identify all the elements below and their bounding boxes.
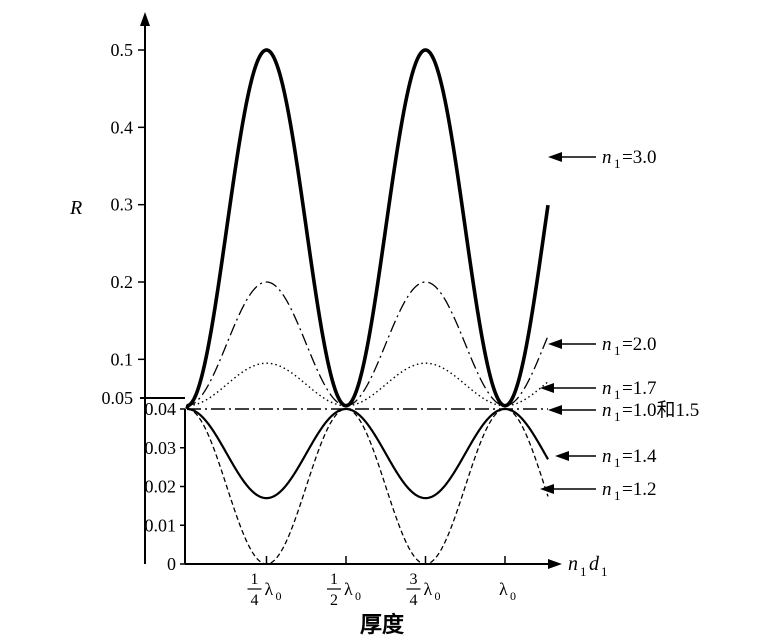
x-axis-title: n 1 d 1 xyxy=(568,553,608,579)
x-tick-lambda-sub: 0 xyxy=(355,589,361,603)
series-curve-1 xyxy=(186,281,549,410)
x-axis-arrow xyxy=(548,559,562,569)
series-label-sub: 1 xyxy=(614,455,621,470)
series-label-text: =1.4 xyxy=(622,446,657,467)
x-tick-lambda-sub: 0 xyxy=(276,589,282,603)
x-tick-lambda-sub: 0 xyxy=(435,589,441,603)
series-label-text: =2.0 xyxy=(622,334,656,355)
axes xyxy=(140,12,562,569)
series-label-n: n xyxy=(602,378,612,399)
series-labels: n 1 =3.0n 1 =2.0n 1 =1.7n 1 =1.0和1.5n 1 =1.4n 1 =1.2 xyxy=(540,147,699,503)
series-label-n: n xyxy=(602,147,612,168)
y-tick-label: 0.3 xyxy=(111,195,134,215)
x-tick-lambda: λ xyxy=(344,579,353,599)
x-axis-var-d: d xyxy=(589,553,600,575)
series-label-n: n xyxy=(602,400,612,421)
series-label-text: =1.2 xyxy=(622,479,656,500)
series-label-text: =1.0和1.5 xyxy=(622,399,699,421)
label-arrow-head xyxy=(548,339,562,349)
x-axis-var-n-sub: 1 xyxy=(580,564,587,579)
series-curve-4 xyxy=(186,407,549,500)
x-tick-lambda-sub: 0 xyxy=(510,589,516,603)
x-tick-lambda: λ xyxy=(424,579,433,599)
label-arrow-head xyxy=(540,484,554,494)
y-tick-label-lower: 0.04 xyxy=(145,399,177,419)
label-arrow-head xyxy=(548,152,562,162)
series-label-text: =1.7 xyxy=(622,378,656,399)
x-axis-var-n: n xyxy=(568,553,578,575)
x-axis-var-d-sub: 1 xyxy=(601,564,608,579)
x-tick-numerator: 1 xyxy=(330,571,338,588)
y-tick-label-lower: 0.02 xyxy=(145,477,177,497)
series-label-n: n xyxy=(602,479,612,500)
series-label-sub: 1 xyxy=(614,488,621,503)
x-axis-caption: 厚度 xyxy=(360,612,405,637)
y-tick-label-lower: 0 xyxy=(167,554,176,574)
series-label-sub: 1 xyxy=(614,409,621,424)
y-ticks: 0.5 0.4 0.3 0.2 0.1 0.05 0.04 0.03 0.02 0.01 0 xyxy=(102,40,185,574)
y-axis-title: R xyxy=(69,197,82,219)
y-tick-label: 0.05 xyxy=(102,388,134,408)
y-tick-label: 0.5 xyxy=(111,40,134,60)
y-tick-label: 0.2 xyxy=(111,272,134,292)
series-label-sub: 1 xyxy=(614,156,621,171)
label-arrow-head xyxy=(548,405,562,415)
series-label-text: =3.0 xyxy=(622,147,656,168)
curves xyxy=(185,48,550,565)
y-axis-arrow xyxy=(140,12,150,26)
x-tick-denominator: 2 xyxy=(330,592,338,609)
series-label-n: n xyxy=(602,334,612,355)
x-tick-numerator: 3 xyxy=(410,571,418,588)
series-label-n: n xyxy=(602,446,612,467)
x-tick-lambda: λ xyxy=(265,579,274,599)
series-label-sub: 1 xyxy=(614,387,621,402)
y-tick-label-lower: 0.03 xyxy=(145,438,177,458)
x-tick-denominator: 4 xyxy=(410,592,418,609)
y-tick-label-lower: 0.01 xyxy=(145,515,177,535)
label-arrow-head xyxy=(540,383,554,393)
x-tick-denominator: 4 xyxy=(251,592,259,609)
x-tick-numerator: 1 xyxy=(251,571,259,588)
series-curve-5 xyxy=(186,408,549,565)
y-tick-label: 0.4 xyxy=(111,117,134,137)
y-tick-label: 0.1 xyxy=(111,349,134,369)
label-arrow-head xyxy=(555,451,569,461)
series-curve-0 xyxy=(185,48,550,410)
x-tick-lambda: λ xyxy=(499,579,508,599)
series-label-sub: 1 xyxy=(614,343,621,358)
